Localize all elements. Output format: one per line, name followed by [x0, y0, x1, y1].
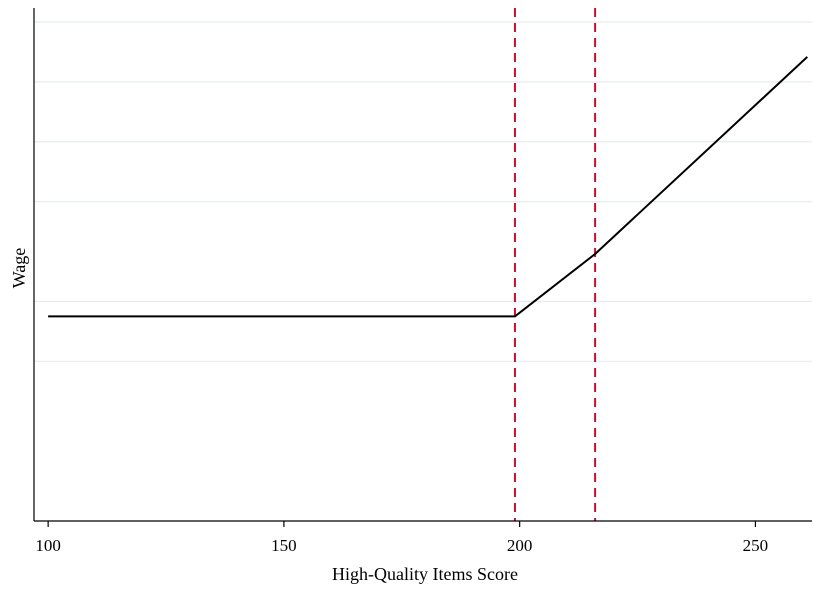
series-layer — [48, 57, 807, 317]
y-axis-title: Wage — [9, 248, 29, 289]
tick-labels: 100 150 200 250 — [35, 536, 768, 555]
x-axis-title: High-Quality Items Score — [332, 564, 518, 584]
x-tick-label-1: 150 — [271, 536, 297, 555]
x-tick-label-2: 200 — [507, 536, 533, 555]
x-tick-label-3: 250 — [743, 536, 769, 555]
axes — [34, 8, 812, 527]
x-tick-label-0: 100 — [35, 536, 61, 555]
series-line-0 — [48, 57, 807, 317]
gridlines — [34, 22, 812, 361]
